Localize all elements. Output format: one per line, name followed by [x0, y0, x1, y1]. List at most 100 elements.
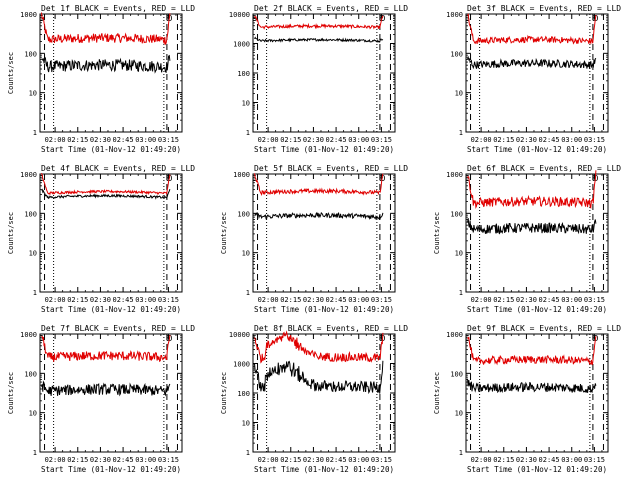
x-tick-label: 03:15: [371, 136, 392, 144]
y-axis-label: Counts/sec: [433, 372, 441, 414]
x-axis-label: Start Time (01-Nov-12 01:49:20): [467, 305, 607, 314]
y-tick-label: 10: [242, 250, 250, 258]
y-tick-label: 100: [237, 210, 250, 218]
x-axis-label: Start Time (01-Nov-12 01:49:20): [254, 305, 394, 314]
plot-frame: [465, 173, 609, 293]
x-tick-label: 02:00: [471, 456, 492, 464]
panel-det-8: Det 8f BLACK = Events, RED = LLD 1 10 100 10…: [220, 324, 408, 474]
series-events: [41, 188, 171, 200]
y-tick-label: 1000: [20, 331, 37, 339]
marker-E: E: [379, 334, 384, 343]
x-tick-label: 02:45: [326, 296, 347, 304]
x-axis-label: Start Time (01-Nov-12 01:49:20): [41, 465, 181, 474]
x-tick-label: 02:45: [113, 296, 134, 304]
x-tick-label: 02:15: [67, 296, 88, 304]
y-tick-label: 100: [24, 210, 37, 218]
x-tick-label: 02:15: [280, 296, 301, 304]
marker-S: S: [39, 14, 44, 23]
marker-E: E: [592, 14, 597, 23]
y-tick-label: 100: [237, 70, 250, 78]
y-tick-label: 1: [459, 289, 463, 297]
panel-title: Det 2f BLACK = Events, RED = LLD: [254, 4, 408, 13]
y-tick-label: 10: [455, 410, 463, 418]
x-axis-label: Start Time (01-Nov-12 01:49:20): [467, 145, 607, 154]
marker-E: E: [592, 174, 597, 183]
marker-O: O: [594, 14, 599, 23]
marker-S: S: [39, 334, 44, 343]
series-events: [254, 36, 384, 43]
panel-det-2: Det 2f BLACK = Events, RED = LLD 1 10 100 10…: [229, 4, 408, 154]
plot-frame: [252, 13, 396, 133]
y-tick-label: 1: [459, 449, 463, 457]
x-tick-label: 03:15: [584, 296, 605, 304]
x-tick-label: 02:30: [90, 456, 111, 464]
series-lld: [41, 334, 171, 363]
panel-det-7: Det 7f BLACK = Events, RED = LLD 1 10 100 10…: [7, 324, 195, 474]
series-events: [467, 55, 597, 70]
x-tick-label: 03:00: [135, 136, 156, 144]
y-tick-label: 1000: [446, 171, 463, 179]
y-axis-label: Counts/sec: [433, 212, 441, 254]
x-tick-label: 02:00: [258, 136, 279, 144]
y-axis-label: Counts/sec: [220, 372, 228, 414]
y-tick-label: 10: [29, 410, 37, 418]
y-tick-label: 10: [455, 90, 463, 98]
x-tick-label: 02:15: [67, 136, 88, 144]
series-events: [467, 218, 597, 235]
y-tick-label: 10: [29, 250, 37, 258]
x-axis-label: Start Time (01-Nov-12 01:49:20): [254, 145, 394, 154]
series-lld: [467, 13, 597, 45]
y-tick-label: 1000: [233, 41, 250, 49]
plot-frame: [39, 13, 183, 133]
y-tick-label: 1000: [446, 11, 463, 19]
panel-det-1: Det 1f BLACK = Events, RED = LLD 1 10 100 10…: [7, 4, 195, 154]
marker-S: S: [252, 14, 257, 23]
x-tick-label: 02:00: [471, 136, 492, 144]
panel-title: Det 9f BLACK = Events, RED = LLD: [467, 324, 621, 333]
x-tick-label: 03:00: [561, 136, 582, 144]
x-tick-label: 02:45: [539, 136, 560, 144]
marker-S: S: [465, 174, 470, 183]
y-tick-label: 100: [24, 370, 37, 378]
marker-O: O: [381, 174, 386, 183]
y-tick-label: 100: [450, 50, 463, 58]
y-tick-label: 1: [33, 289, 37, 297]
y-tick-label: 1: [33, 129, 37, 137]
x-axis-label: Start Time (01-Nov-12 01:49:20): [41, 305, 181, 314]
y-tick-label: 1: [459, 129, 463, 137]
series-events: [467, 378, 597, 394]
x-tick-label: 03:15: [158, 296, 179, 304]
x-tick-label: 03:15: [158, 456, 179, 464]
x-tick-label: 02:30: [303, 296, 324, 304]
x-tick-label: 03:15: [371, 296, 392, 304]
y-tick-label: 1: [246, 129, 250, 137]
marker-S: S: [39, 174, 44, 183]
x-tick-label: 02:00: [471, 296, 492, 304]
panel-title: Det 5f BLACK = Events, RED = LLD: [254, 164, 408, 173]
x-axis-label: Start Time (01-Nov-12 01:49:20): [467, 465, 607, 474]
series-lld: [467, 170, 597, 210]
x-tick-label: 03:00: [135, 456, 156, 464]
x-tick-label: 02:45: [539, 456, 560, 464]
y-tick-label: 10000: [229, 11, 250, 19]
panel-title: Det 4f BLACK = Events, RED = LLD: [41, 164, 195, 173]
x-tick-label: 02:00: [45, 456, 66, 464]
marker-S: S: [465, 14, 470, 23]
plot-frame: [252, 173, 396, 293]
y-tick-label: 10000: [229, 331, 250, 339]
marker-O: O: [168, 174, 173, 183]
y-axis-label: Counts/sec: [7, 372, 15, 414]
x-tick-label: 02:45: [539, 296, 560, 304]
x-tick-label: 03:00: [561, 456, 582, 464]
x-tick-label: 02:30: [303, 456, 324, 464]
marker-E: E: [166, 14, 171, 23]
series-lld: [254, 173, 384, 196]
y-tick-label: 1: [246, 289, 250, 297]
x-tick-label: 02:30: [303, 136, 324, 144]
x-tick-label: 02:15: [493, 136, 514, 144]
y-tick-label: 100: [237, 390, 250, 398]
plot-frame: [465, 13, 609, 133]
x-tick-label: 02:45: [326, 456, 347, 464]
x-axis-label: Start Time (01-Nov-12 01:49:20): [41, 145, 181, 154]
x-tick-label: 02:15: [493, 296, 514, 304]
